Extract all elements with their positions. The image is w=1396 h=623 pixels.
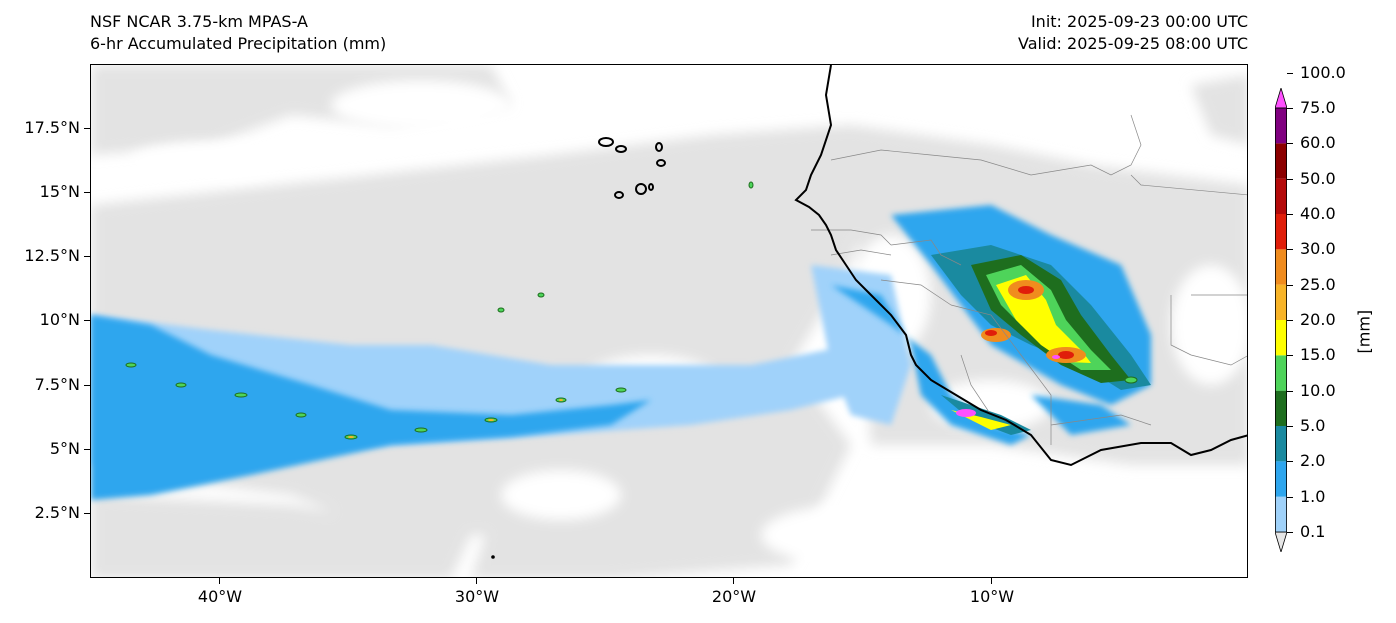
x-tick-label: 30°W (454, 587, 500, 606)
y-tick-label: 2.5°N (34, 503, 80, 522)
colorbar-level-label: 1.0 (1300, 486, 1326, 506)
colorbar-level-label: 20.0 (1300, 310, 1336, 329)
colorbar-bin (1275, 320, 1287, 356)
band-50mm (985, 286, 1074, 359)
title-block: NSF NCAR 3.75-km MPAS-A 6-hr Accumulated… (90, 11, 386, 55)
y-tick-label: 7.5°N (34, 375, 80, 394)
colorbar-outline (1275, 107, 1287, 533)
y-tick-mark (84, 256, 90, 257)
y-tick-mark (84, 449, 90, 450)
colorbar-bin (1275, 496, 1287, 532)
country-borders (811, 114, 1247, 445)
colorbar-level-label: 75.0 (1300, 98, 1336, 117)
colorbar-tick (1287, 426, 1293, 427)
x-tick-mark (991, 578, 992, 584)
x-tick-label: 10°W (969, 587, 1015, 606)
colorbar-extend-high (1275, 88, 1287, 109)
colorbar-bin (1275, 461, 1287, 497)
y-tick-label: 10°N (39, 310, 80, 329)
x-tick-mark (476, 578, 477, 584)
colorbar-bin (1275, 178, 1287, 214)
colorbar-bin (1275, 426, 1287, 462)
colorbar-tick (1287, 496, 1293, 498)
convective-cores (348, 399, 563, 438)
colorbar-level-label: 2.0 (1300, 451, 1326, 471)
colorbar-bin (1275, 249, 1287, 285)
colorbar-level-label: 100.0 (1300, 62, 1346, 82)
colorbar-bin (1275, 284, 1287, 320)
init-time: Init: 2025-09-23 00:00 UTC (1030, 12, 1248, 31)
x-tick-mark (219, 578, 220, 584)
y-tick-mark (84, 192, 90, 193)
band-100mm (956, 355, 1060, 417)
x-tick-label: 20°W (711, 587, 757, 606)
coastline (794, 65, 1247, 467)
colorbar-tick (1287, 72, 1293, 74)
y-tick-label: 5°N (49, 439, 80, 458)
colorbar-level-label: 5.0 (1300, 416, 1326, 435)
cape-verde-islands (598, 137, 666, 199)
x-tick-mark (733, 578, 734, 584)
colorbar-tick (1287, 143, 1293, 145)
colorbar-level-label: 50.0 (1300, 168, 1336, 188)
map-canvas (91, 65, 1247, 577)
colorbar-unit: [mm] (1354, 309, 1374, 354)
precip-map (90, 64, 1248, 578)
y-tick-label: 12.5°N (24, 246, 80, 265)
colorbar-level-label: 0.1 (1300, 522, 1326, 541)
colorbar-tick (1287, 178, 1293, 180)
time-block: Init: 2025-09-23 00:00 UTC Valid: 2025-0… (1018, 11, 1248, 55)
y-tick-mark (84, 128, 90, 129)
colorbar-level-label: 40.0 (1300, 204, 1336, 223)
y-tick-label: 17.5°N (24, 118, 80, 137)
colorbar-level-label: 15.0 (1300, 345, 1336, 365)
colorbar-level-label: 25.0 (1300, 274, 1336, 294)
colorbar (1275, 88, 1287, 552)
colorbar-bin (1275, 143, 1287, 179)
y-tick-mark (84, 385, 90, 386)
colorbar-bin (1275, 355, 1287, 391)
small-island (491, 555, 495, 559)
colorbar-level-label: 60.0 (1300, 133, 1336, 153)
colorbar-tick (1287, 214, 1293, 215)
colorbar-level-label: 30.0 (1300, 239, 1336, 259)
colorbar-tick (1287, 532, 1293, 533)
colorbar-tick (1287, 320, 1293, 321)
y-tick-mark (84, 320, 90, 321)
colorbar-bin (1275, 390, 1287, 426)
colorbar-tick (1287, 108, 1293, 109)
colorbar-tick (1287, 284, 1293, 286)
y-tick-label: 15°N (39, 182, 80, 201)
colorbar-bin (1275, 214, 1287, 250)
y-tick-mark (84, 513, 90, 514)
valid-time: Valid: 2025-09-25 08:00 UTC (1017, 34, 1248, 53)
colorbar-tick (1287, 390, 1293, 392)
x-tick-label: 40°W (197, 587, 243, 606)
colorbar-tick (1287, 355, 1293, 357)
field-title: 6-hr Accumulated Precipitation (mm) (90, 34, 387, 53)
model-title: NSF NCAR 3.75-km MPAS-A (90, 12, 308, 31)
colorbar-tick (1287, 249, 1293, 251)
colorbar-extend-low (1275, 531, 1287, 552)
colorbar-bin (1275, 108, 1287, 144)
colorbar-tick (1287, 461, 1293, 463)
colorbar-level-label: 10.0 (1300, 380, 1336, 400)
